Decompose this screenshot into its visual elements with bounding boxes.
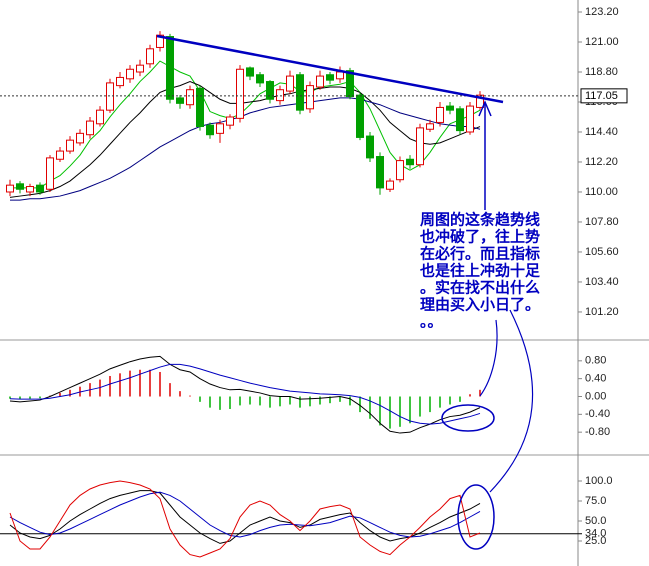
indicator-line	[9, 490, 481, 544]
candle-body	[106, 82, 114, 111]
trend-line	[156, 34, 504, 104]
y-tick-label: 112.20	[585, 156, 618, 168]
y-tick-label: 101.20	[585, 306, 619, 318]
y-tick-label: 0.80	[585, 355, 606, 367]
candle-body	[126, 68, 134, 80]
candle-body	[286, 75, 294, 92]
y-tick-label: 0.00	[585, 390, 606, 402]
y-tick-label: -0.40	[585, 408, 610, 420]
y-tick-label: 50.0	[585, 515, 606, 527]
candle-body	[76, 132, 84, 144]
callout-line	[489, 309, 534, 493]
candle-body	[426, 123, 434, 130]
candle-body	[446, 105, 454, 111]
candle-body	[476, 94, 484, 108]
candle-body	[296, 74, 304, 111]
candle-body	[176, 97, 184, 104]
y-tick-label: 107.80	[585, 216, 619, 228]
candle-body	[306, 85, 314, 110]
candle-body	[96, 109, 104, 125]
candle-body	[206, 124, 214, 136]
y-tick-label: 75.0	[585, 495, 606, 507]
annotation: 。实在找不出什么	[420, 279, 540, 297]
y-tick-label: 110.00	[585, 186, 618, 198]
candle-body	[366, 135, 374, 159]
reference-label: 34.0	[585, 528, 606, 540]
candle-body	[146, 48, 154, 65]
candle-body	[46, 157, 54, 190]
y-tick-label: 121.00	[585, 36, 619, 48]
candle-body	[156, 34, 164, 48]
callout-line	[479, 319, 498, 397]
y-tick-label: 118.80	[585, 66, 618, 78]
candle-body	[226, 116, 234, 126]
candle-body	[456, 108, 464, 132]
candle-body	[36, 184, 44, 193]
y-tick-label: 100.0	[585, 475, 613, 487]
annotation: 理由买入小日了。	[420, 296, 540, 314]
candle-body	[116, 76, 124, 87]
candle-body	[416, 127, 424, 166]
candle-body	[386, 180, 394, 190]
candle-body	[276, 89, 284, 102]
candle-body	[236, 68, 244, 119]
candle-body	[166, 36, 174, 100]
y-tick-label: 103.40	[585, 276, 619, 288]
candle-body	[466, 105, 474, 133]
indicator-line	[9, 491, 481, 538]
candle-body	[256, 74, 264, 84]
y-tick-label: 25.0	[585, 535, 606, 547]
candle-body	[266, 81, 274, 100]
marks: 123.20121.00118.80116.60114.40112.20110.…	[0, 6, 628, 558]
candle-body	[436, 106, 444, 123]
annotation: 也是往上冲劲十足	[420, 262, 541, 280]
candle-body	[26, 186, 34, 193]
candle-body	[336, 71, 344, 80]
arrow-head	[478, 100, 492, 117]
indicator-line	[10, 97, 481, 201]
candle-body	[216, 123, 224, 134]
candle-body	[136, 64, 144, 73]
candle-body	[86, 120, 94, 136]
annotation: 也冲破了，往上势	[420, 228, 540, 246]
candle-body	[66, 139, 74, 152]
y-tick-label: 114.40	[585, 126, 618, 138]
y-tick-label: 105.60	[585, 246, 619, 258]
annotation: 周图的这条趋势线	[420, 211, 540, 229]
candle-body	[406, 158, 414, 166]
candle-body	[316, 75, 324, 88]
candle-body	[326, 74, 334, 81]
indicator-line	[9, 80, 481, 198]
candle-body	[6, 184, 14, 193]
candle-body	[16, 183, 24, 190]
last-price-label: 117.05	[585, 90, 618, 102]
annotation: 在必行。而且指标	[420, 245, 540, 263]
callout-ellipse	[441, 404, 495, 432]
candle-body	[376, 156, 384, 189]
callout-ellipse	[457, 484, 495, 550]
y-tick-label: -0.80	[585, 426, 610, 438]
candle-body	[346, 70, 354, 98]
candle-body	[396, 160, 404, 181]
last-price-box	[580, 88, 628, 104]
candle-body	[186, 89, 194, 106]
indicator-line	[9, 480, 481, 558]
candle-body	[356, 94, 364, 138]
y-tick-label: 123.20	[585, 6, 619, 18]
candle-body	[246, 67, 254, 77]
indicator-line	[9, 355, 481, 434]
candle-body	[56, 150, 64, 160]
y-tick-label: 0.40	[585, 373, 606, 385]
candle-body	[196, 87, 204, 128]
indicator-line	[9, 363, 481, 425]
annotation: 。。	[420, 313, 443, 331]
